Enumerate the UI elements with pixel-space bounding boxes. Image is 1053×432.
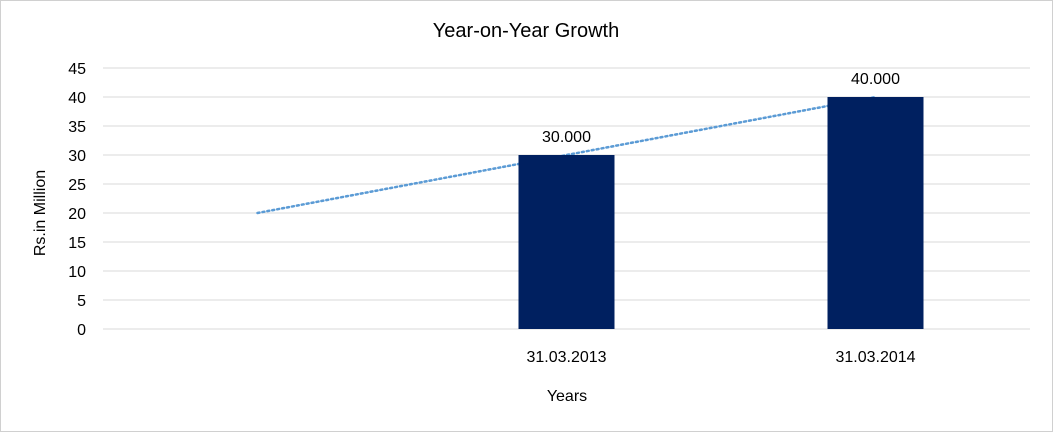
chart-title: Year-on-Year Growth bbox=[433, 20, 619, 42]
data-label: 40.000 bbox=[851, 71, 900, 88]
y-tick-label: 25 bbox=[68, 177, 86, 194]
y-axis-label: Rs.in Million bbox=[32, 170, 49, 256]
y-tick-label: 15 bbox=[68, 235, 86, 252]
x-tick-label: 31.03.2013 bbox=[526, 349, 606, 366]
y-tick-label: 0 bbox=[77, 322, 86, 339]
x-tick-label: 31.03.2014 bbox=[835, 349, 915, 366]
x-axis-label: Years bbox=[547, 388, 587, 405]
y-tick-label: 30 bbox=[68, 148, 86, 165]
y-tick-label: 35 bbox=[68, 119, 86, 136]
bars bbox=[518, 97, 924, 329]
y-axis-ticks: 0 5 10 15 20 25 30 35 40 45 bbox=[68, 61, 86, 339]
y-tick-label: 20 bbox=[68, 206, 86, 223]
y-tick-label: 5 bbox=[77, 293, 86, 310]
data-label: 30.000 bbox=[542, 129, 591, 146]
bar bbox=[518, 155, 615, 329]
y-tick-label: 10 bbox=[68, 264, 86, 281]
bar bbox=[827, 97, 924, 329]
x-axis-ticks: 31.03.2013 31.03.2014 bbox=[526, 349, 915, 366]
y-tick-label: 40 bbox=[68, 90, 86, 107]
data-labels: 30.000 40.000 bbox=[542, 71, 900, 146]
y-tick-label: 45 bbox=[68, 61, 86, 78]
